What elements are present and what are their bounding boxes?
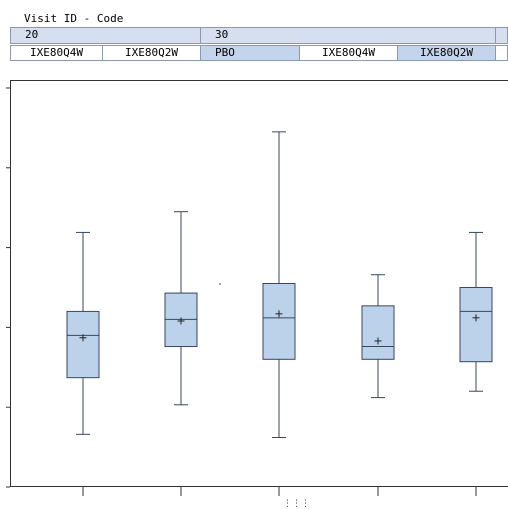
visit-30-header: 30 xyxy=(200,27,496,44)
code-cell-1: IXE80Q4W xyxy=(10,45,103,61)
box-4 xyxy=(361,305,395,360)
code-cell-2: IXE80Q2W xyxy=(102,45,201,61)
code-cell-5: IXE80Q2W xyxy=(397,45,496,61)
box-1 xyxy=(66,310,100,379)
box-3 xyxy=(262,283,296,360)
header-title: Visit ID - Code xyxy=(24,12,124,25)
resize-grip-icon[interactable]: ⋮⋮⋮ xyxy=(283,499,310,509)
code-cell-3: PBO xyxy=(200,45,300,61)
box-5 xyxy=(459,286,493,363)
stray-dot xyxy=(219,283,221,285)
visit-20-header: 20 xyxy=(10,27,201,44)
plot-frame xyxy=(10,80,508,487)
